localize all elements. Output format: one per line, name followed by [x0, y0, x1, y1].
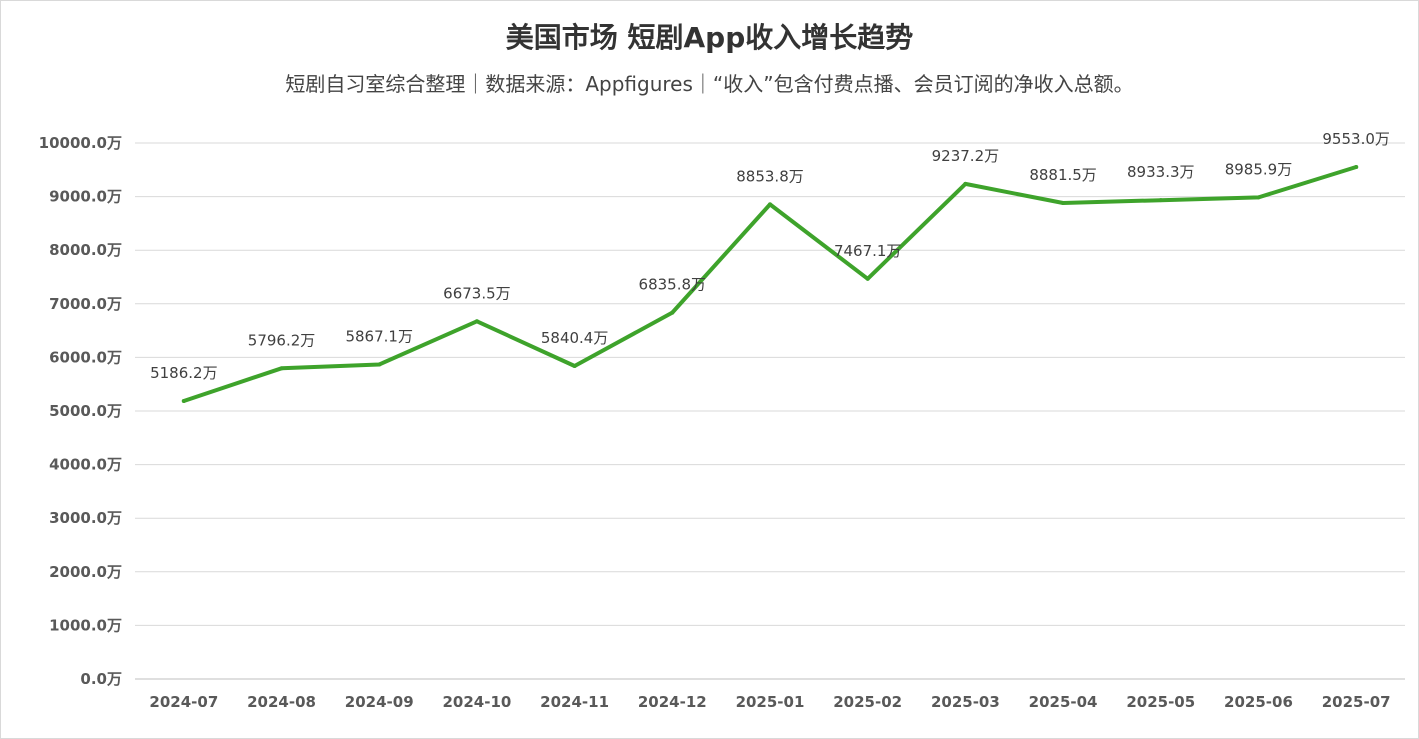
x-tick-label: 2024-12 [638, 693, 707, 711]
chart-title: 美国市场 短剧App收入增长趋势 [505, 21, 914, 54]
x-tick-label: 2025-04 [1029, 693, 1098, 711]
y-tick-label: 0.0万 [80, 670, 122, 688]
x-tick-label: 2025-05 [1126, 693, 1195, 711]
y-tick-label: 4000.0万 [49, 456, 122, 474]
data-point [279, 366, 284, 371]
data-point [963, 181, 968, 186]
x-tick-label: 2025-01 [736, 693, 805, 711]
data-label: 5840.4万 [541, 329, 609, 347]
data-point [572, 363, 577, 368]
data-point [865, 276, 870, 281]
x-tick-label: 2025-06 [1224, 693, 1293, 711]
data-point [1354, 164, 1359, 169]
data-label: 7467.1万 [834, 242, 902, 260]
data-point [1256, 195, 1261, 200]
x-tick-label: 2025-03 [931, 693, 1000, 711]
data-label: 9237.2万 [932, 147, 1000, 165]
series-line [181, 165, 1359, 403]
x-tick-label: 2025-02 [833, 693, 902, 711]
y-tick-label: 8000.0万 [49, 241, 122, 259]
x-tick-label: 2024-07 [149, 693, 218, 711]
y-tick-label: 7000.0万 [49, 295, 122, 313]
data-point [1158, 198, 1163, 203]
data-point [181, 399, 186, 404]
x-tick-label: 2024-11 [540, 693, 609, 711]
data-label: 6673.5万 [443, 284, 511, 302]
chart-subtitle: 短剧自习室综合整理｜数据来源：Appfigures｜“收入”包含付费点播、会员订… [285, 72, 1134, 96]
data-label: 8881.5万 [1029, 166, 1097, 184]
data-label: 8853.8万 [736, 167, 804, 185]
data-point [474, 319, 479, 324]
data-point [377, 362, 382, 367]
data-label: 8985.9万 [1225, 160, 1293, 178]
x-tick-label: 2024-09 [345, 693, 414, 711]
y-tick-label: 10000.0万 [39, 134, 122, 152]
data-label: 9553.0万 [1322, 130, 1390, 148]
y-tick-label: 3000.0万 [49, 509, 122, 527]
x-tick-label: 2025-07 [1322, 693, 1391, 711]
data-point [768, 202, 772, 207]
data-label: 6835.8万 [639, 276, 707, 294]
y-tick-label: 5000.0万 [49, 402, 122, 420]
data-label: 5867.1万 [345, 328, 413, 346]
data-point [670, 310, 675, 315]
y-tick-label: 2000.0万 [49, 563, 122, 581]
data-label: 5186.2万 [150, 364, 218, 382]
y-tick-label: 9000.0万 [49, 188, 122, 206]
y-tick-label: 6000.0万 [49, 348, 122, 366]
x-tick-label: 2024-08 [247, 693, 316, 711]
data-point [1061, 200, 1066, 205]
data-label: 5796.2万 [248, 331, 316, 349]
x-tick-label: 2024-10 [442, 693, 511, 711]
data-label: 8933.3万 [1127, 163, 1195, 181]
y-tick-label: 1000.0万 [49, 616, 122, 634]
